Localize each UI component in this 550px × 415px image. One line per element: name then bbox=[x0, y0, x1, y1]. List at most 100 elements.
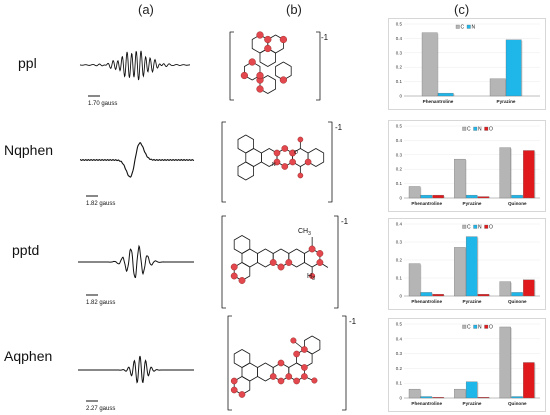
structure-nqphen bbox=[237, 134, 325, 181]
bar-shadow bbox=[489, 295, 491, 296]
bar-O-quinone bbox=[523, 362, 535, 399]
legend-label-N: N bbox=[472, 25, 476, 31]
spin-density-charts-panel: 0 0.1 0.2 0.3 0.4 0.5 Phenantroline Pyrazine C N 0… bbox=[388, 18, 546, 412]
atom-marker bbox=[308, 245, 316, 253]
y-tick-label: 0.2 bbox=[396, 366, 403, 371]
atom-marker bbox=[240, 71, 249, 80]
atom-marker bbox=[281, 145, 289, 152]
atom-marker bbox=[293, 377, 300, 385]
epr-spectrum-pptd bbox=[78, 244, 194, 279]
y-tick-label: 0.3 bbox=[396, 351, 403, 356]
bar-O-phenantroline bbox=[432, 194, 444, 199]
bar-shadow bbox=[534, 151, 536, 198]
bar-shadow bbox=[477, 237, 479, 296]
bar-C-phenantroline bbox=[421, 32, 438, 97]
atom-marker bbox=[238, 391, 246, 398]
legend-label-N: N bbox=[478, 225, 482, 231]
atom-marker bbox=[304, 158, 312, 166]
legend-label-N: N bbox=[478, 127, 482, 133]
bar-C-pyrazine bbox=[454, 247, 466, 297]
bar-shadow bbox=[510, 148, 513, 198]
legend-swatch-N bbox=[473, 224, 478, 229]
y-tick-label: 0.3 bbox=[396, 152, 403, 157]
y-tick-label: 0.4 bbox=[396, 36, 403, 41]
bar-N-quinone bbox=[511, 194, 523, 199]
charge-label-ppl: -1 bbox=[321, 33, 329, 42]
y-tick-label: 0.2 bbox=[396, 167, 403, 172]
legend-swatch-C bbox=[455, 24, 460, 29]
legend-label-N: N bbox=[478, 325, 482, 331]
bar-shadow bbox=[510, 327, 513, 398]
atom-marker bbox=[277, 377, 285, 385]
atom-marker bbox=[248, 58, 256, 66]
x-tick-label: Phenantroline bbox=[411, 201, 442, 206]
atom-marker bbox=[256, 85, 264, 93]
y-tick-label: 0.2 bbox=[396, 258, 403, 263]
y-tick-label: 0 bbox=[399, 294, 402, 299]
bar-C-phenantroline bbox=[408, 263, 421, 297]
heteroatom-label-o: O bbox=[294, 150, 298, 156]
bar-shadow bbox=[465, 160, 467, 198]
atom-marker bbox=[230, 272, 238, 280]
atom-marker bbox=[301, 373, 308, 380]
bracket-group bbox=[221, 31, 347, 411]
bar-N-quinone bbox=[511, 396, 523, 399]
y-tick-label: 0.4 bbox=[396, 138, 403, 143]
bracket-left-ppl bbox=[229, 31, 234, 101]
atom-marker bbox=[316, 250, 324, 257]
x-tick-label: Pyrazine bbox=[463, 401, 482, 406]
y-tick-label: 0.5 bbox=[396, 124, 403, 129]
atom-marker bbox=[269, 373, 277, 380]
atom-marker bbox=[238, 277, 246, 284]
bar-C-pyrazine bbox=[454, 388, 466, 399]
scale-label-pptd: 1.82 gauss bbox=[86, 300, 115, 306]
bar-C-phenantroline bbox=[408, 186, 421, 199]
charge-label-pptd: -1 bbox=[341, 217, 349, 226]
bar-shadow bbox=[521, 40, 523, 96]
atom-marker bbox=[293, 350, 300, 358]
y-tick-label: 0.1 bbox=[396, 276, 403, 281]
y-tick-label: 0.3 bbox=[396, 50, 403, 55]
bar-shadow bbox=[443, 196, 445, 198]
epr-spectra-panel: 1.70 gauss 1.82 gauss 1.82 gauss 2.27 ga… bbox=[78, 50, 195, 412]
charge-label-nqphen: -1 bbox=[335, 123, 343, 132]
charge-label-aqphen: -1 bbox=[349, 317, 357, 326]
bar-C-phenantroline bbox=[408, 388, 421, 399]
bar-O-pyrazine bbox=[477, 294, 490, 297]
y-tick-label: 0.1 bbox=[396, 79, 403, 84]
atom-marker bbox=[297, 172, 304, 179]
column-label-b: (b) bbox=[286, 2, 302, 17]
y-tick-label: 0.2 bbox=[396, 65, 403, 70]
y-tick-label: 0.5 bbox=[396, 322, 403, 327]
bar-shadow bbox=[534, 280, 536, 296]
heteroatom-label-n: N bbox=[272, 162, 276, 168]
bracket-right-pptd bbox=[334, 215, 339, 309]
row-label-ppl: ppl bbox=[18, 55, 37, 71]
bar-O-pyrazine bbox=[477, 397, 490, 399]
bar-C-quinone bbox=[499, 326, 511, 399]
atom-marker bbox=[316, 259, 324, 266]
ch3-label: CH3 bbox=[298, 228, 311, 237]
legend-label-C: C bbox=[467, 325, 471, 331]
scale-label-aqphen: 2.27 gauss bbox=[86, 406, 115, 412]
bar-shadow bbox=[443, 295, 445, 296]
spin-density-chart-2: 0 0.1 0.2 0.3 0.4 0.5 Phenantroline Pyrazine Qui… bbox=[388, 120, 546, 212]
scale-label-ppl: 1.70 gauss bbox=[88, 101, 117, 107]
atom-marker bbox=[277, 359, 285, 367]
spin-density-chart-4: 0 0.1 0.2 0.3 0.4 0.5 Phenantroline Pyrazine Qui… bbox=[388, 318, 546, 412]
atom-marker bbox=[230, 386, 238, 394]
bar-O-quinone bbox=[523, 150, 535, 199]
atom-marker bbox=[279, 35, 288, 44]
epr-spectrum-nqphen bbox=[79, 142, 195, 178]
atom-marker bbox=[281, 163, 289, 170]
atom-marker bbox=[273, 158, 281, 166]
bar-O-phenantroline bbox=[432, 294, 444, 297]
bar-O-pyrazine bbox=[477, 196, 490, 199]
bar-C-pyrazine bbox=[454, 158, 466, 199]
y-tick-label: 0.5 bbox=[396, 22, 403, 27]
legend-label-C: C bbox=[467, 225, 471, 231]
legend-swatch-O bbox=[484, 324, 489, 329]
bar-C-pyrazine bbox=[489, 78, 506, 97]
spin-density-chart-3: 0 0.1 0.2 0.3 0.4 Phenantroline Pyrazine Quinon… bbox=[388, 218, 546, 310]
epr-spectrum-aqphen bbox=[78, 355, 194, 384]
